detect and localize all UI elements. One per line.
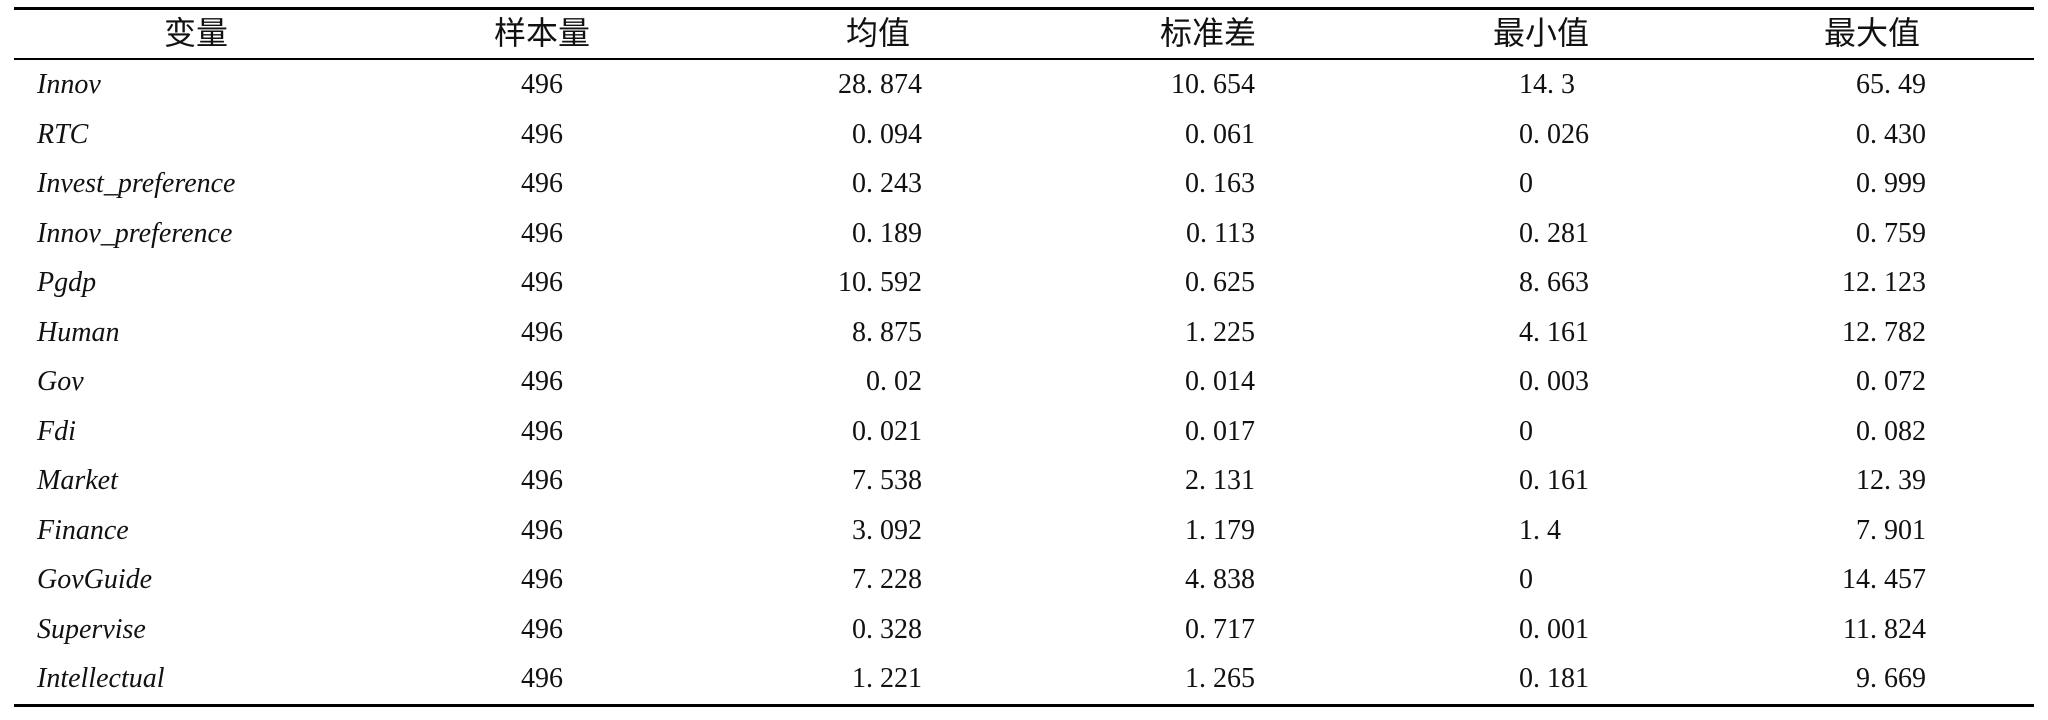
value-cell: 496 — [521, 514, 563, 546]
variable-name: Supervise — [37, 613, 146, 645]
value-cell: 496 — [521, 564, 563, 596]
value-cell: 496 — [521, 415, 563, 447]
value-cell: 496 — [521, 69, 563, 100]
value-cell: 9. 669 — [1856, 663, 1926, 695]
variable-name: Pgdp — [37, 267, 97, 299]
value-cell: 0. 328 — [852, 613, 922, 645]
value-cell: 0. 999 — [1856, 168, 1926, 200]
value-cell: 2. 131 — [1185, 465, 1255, 497]
value-cell: 0. 430 — [1856, 118, 1926, 150]
value-cell: 1. 4 — [1519, 514, 1561, 546]
value-cell: 496 — [521, 663, 563, 695]
value-cell: 0. 181 — [1519, 663, 1589, 695]
header-cell: 均值 — [845, 15, 910, 51]
value-cell: 10. 654 — [1171, 69, 1255, 100]
value-cell: 0. 072 — [1856, 366, 1926, 398]
variable-name: Innov_preference — [37, 217, 233, 249]
variable-name: Market — [37, 465, 118, 497]
variable-name: Innov — [37, 69, 101, 100]
variable-name: Invest_preference — [37, 168, 236, 200]
header-cell: 标准差 — [1159, 15, 1256, 51]
value-cell: 0. 021 — [852, 415, 922, 447]
variable-name: Intellectual — [37, 663, 165, 695]
value-cell: 0. 001 — [1519, 613, 1589, 645]
value-cell: 0. 189 — [852, 217, 922, 249]
value-cell: 496 — [521, 168, 563, 200]
value-cell: 12. 39 — [1856, 465, 1926, 497]
variable-name: Fdi — [37, 415, 76, 447]
value-cell: 7. 901 — [1856, 514, 1926, 546]
variable-name: Gov — [37, 366, 84, 398]
variable-name: GovGuide — [37, 564, 153, 596]
header-rule — [14, 58, 2034, 60]
value-cell: 14. 457 — [1842, 564, 1926, 596]
value-cell: 0. 094 — [852, 118, 922, 150]
value-cell: 0. 017 — [1185, 415, 1255, 447]
value-cell: 496 — [521, 316, 563, 348]
value-cell: 28. 874 — [838, 69, 922, 100]
value-cell: 496 — [521, 366, 563, 398]
value-cell: 0. 113 — [1186, 217, 1255, 249]
value-cell: 7. 228 — [852, 564, 922, 596]
value-cell: 12. 123 — [1842, 267, 1926, 299]
value-cell: 1. 221 — [852, 663, 922, 695]
variable-name: RTC — [37, 118, 89, 150]
value-cell: 0. 003 — [1519, 366, 1589, 398]
value-cell: 0 — [1519, 415, 1533, 447]
value-cell: 1. 265 — [1185, 663, 1255, 695]
header-cell: 最小值 — [1492, 15, 1589, 51]
value-cell: 0. 061 — [1185, 118, 1255, 150]
value-cell: 1. 225 — [1185, 316, 1255, 348]
value-cell: 0. 243 — [852, 168, 922, 200]
header-cell: 最大值 — [1823, 15, 1920, 51]
value-cell: 0. 161 — [1519, 465, 1589, 497]
bottom-rule — [14, 704, 2034, 707]
value-cell: 0. 281 — [1519, 217, 1589, 249]
value-cell: 496 — [521, 613, 563, 645]
value-cell: 8. 875 — [852, 316, 922, 348]
header-cell: 变量 — [163, 15, 228, 51]
value-cell: 11. 824 — [1843, 613, 1926, 645]
value-cell: 496 — [521, 217, 563, 249]
value-cell: 0. 026 — [1519, 118, 1589, 150]
value-cell: 0 — [1519, 564, 1533, 596]
variable-name: Human — [37, 316, 120, 348]
value-cell: 7. 538 — [852, 465, 922, 497]
variable-name: Finance — [37, 514, 129, 546]
value-cell: 4. 838 — [1185, 564, 1255, 596]
value-cell: 1. 179 — [1185, 514, 1255, 546]
value-cell: 0. 02 — [866, 366, 922, 398]
top-rule — [14, 7, 2034, 10]
value-cell: 496 — [521, 465, 563, 497]
header-cell: 样本量 — [493, 15, 590, 51]
value-cell: 14. 3 — [1519, 69, 1575, 100]
value-cell: 4. 161 — [1519, 316, 1589, 348]
value-cell: 8. 663 — [1519, 267, 1589, 299]
value-cell: 0. 082 — [1856, 415, 1926, 447]
value-cell: 65. 49 — [1856, 69, 1926, 100]
value-cell: 0. 717 — [1185, 613, 1255, 645]
value-cell: 0 — [1519, 168, 1533, 200]
value-cell: 10. 592 — [838, 267, 922, 299]
value-cell: 0. 163 — [1185, 168, 1255, 200]
value-cell: 0. 759 — [1856, 217, 1926, 249]
value-cell: 0. 625 — [1185, 267, 1255, 299]
value-cell: 496 — [521, 118, 563, 150]
value-cell: 0. 014 — [1185, 366, 1255, 398]
value-cell: 12. 782 — [1842, 316, 1926, 348]
value-cell: 496 — [521, 267, 563, 299]
value-cell: 3. 092 — [852, 514, 922, 546]
